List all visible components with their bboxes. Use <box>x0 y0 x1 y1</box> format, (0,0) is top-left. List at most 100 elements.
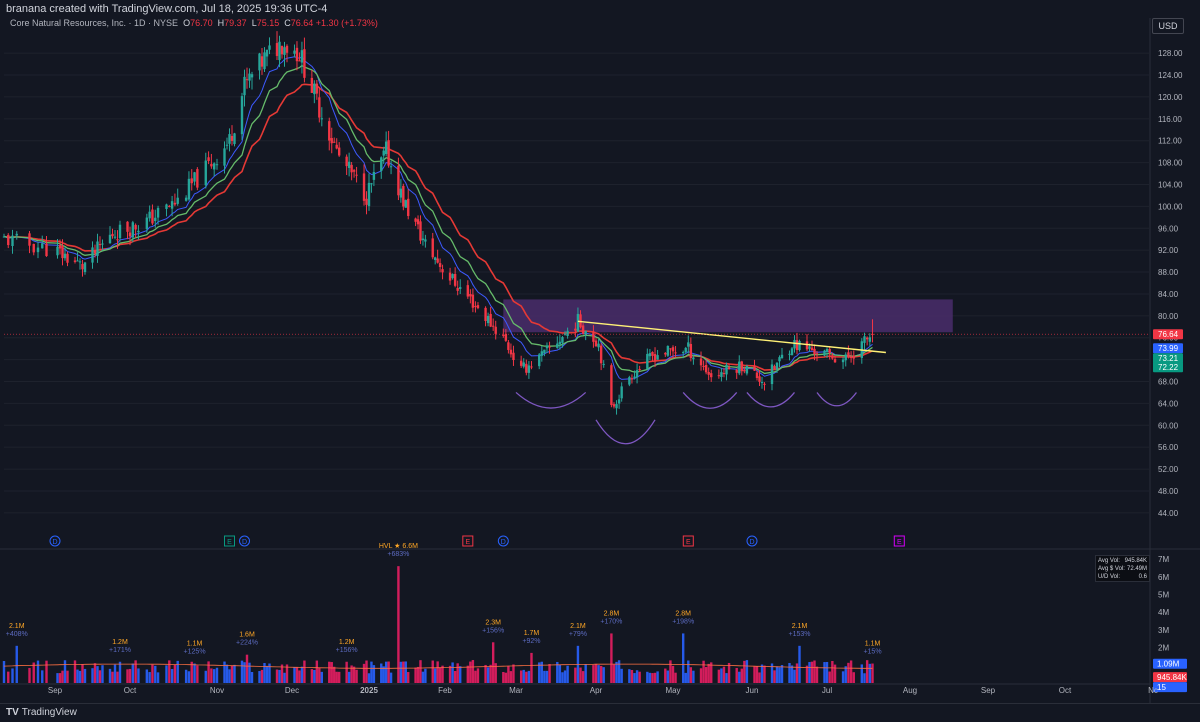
y-tick-label: 116.00 <box>1158 115 1182 124</box>
volume-bar <box>566 665 569 683</box>
volume-bar <box>352 666 356 683</box>
volume-bar <box>795 663 799 683</box>
volume-bar <box>333 666 336 683</box>
volume-bar <box>36 660 40 683</box>
y-tick-label: 48.00 <box>1158 487 1179 496</box>
candle-body <box>612 404 616 407</box>
candle-body <box>815 353 819 355</box>
volume-bar <box>148 672 151 683</box>
volume-bar <box>365 660 368 683</box>
volume-bar <box>210 668 213 683</box>
volume-bar <box>384 661 388 683</box>
currency-button[interactable]: USD <box>1152 18 1184 34</box>
candle-body <box>28 233 31 246</box>
candle-body <box>813 348 816 355</box>
x-tick-label: Mar <box>509 686 523 695</box>
volume-bar <box>558 664 562 683</box>
candle-body <box>664 353 667 355</box>
volume-bar <box>525 671 528 683</box>
candle-body <box>283 47 286 55</box>
volume-annotation-value: 1.1M <box>865 641 881 648</box>
candle-body <box>548 346 551 348</box>
candle-body <box>173 202 177 205</box>
event-marker-label: E <box>686 539 691 546</box>
candle-body <box>56 246 59 256</box>
volume-bar <box>96 666 99 683</box>
candle-body <box>230 135 234 141</box>
volume-annotation-pct: +171% <box>109 647 131 654</box>
candle-body <box>833 359 837 363</box>
candle-body <box>265 49 269 57</box>
candle-body <box>365 198 368 205</box>
candle-body <box>545 345 549 349</box>
volume-bar <box>758 672 761 683</box>
candle-body <box>128 232 132 237</box>
candle-body <box>594 340 598 347</box>
volume-bar <box>530 652 533 683</box>
volume-bar <box>298 670 301 683</box>
x-tick-label: Nov <box>210 686 224 695</box>
volume-bar <box>451 662 454 683</box>
volume-bar <box>841 671 845 683</box>
volume-bar <box>815 666 819 683</box>
volume-bar <box>280 664 284 683</box>
tradingview-brand[interactable]: TV TradingView <box>6 707 77 718</box>
volume-bar <box>421 671 425 683</box>
y-tick-label: 64.00 <box>1158 399 1179 408</box>
volume-stats-box: Avg Vol: 945.84K Avg $ Vol: 72.49M U/D Vol… <box>1095 555 1150 582</box>
volume-bar <box>692 670 695 683</box>
candle-body <box>193 172 196 182</box>
volume-bar <box>743 660 746 683</box>
candle-body <box>131 222 135 238</box>
candle-body <box>871 333 874 335</box>
volume-bar <box>283 672 286 683</box>
volume-bar <box>810 661 814 683</box>
volume-bar <box>402 661 405 683</box>
volume-bar <box>597 665 600 683</box>
candle-body <box>118 224 122 239</box>
volume-bar <box>258 671 261 683</box>
volume-bar <box>173 664 177 683</box>
volume-bar <box>722 666 726 683</box>
volume-bar <box>648 672 652 683</box>
volume-bar <box>285 664 289 683</box>
volume-bar <box>436 661 439 683</box>
volume-bar <box>476 668 480 683</box>
volume-bar <box>615 661 618 683</box>
candle-body <box>389 166 393 168</box>
volume-bar <box>599 665 603 683</box>
volume-bar <box>419 660 422 683</box>
y-tick-label: 128.00 <box>1158 49 1183 58</box>
volume-annotation-pct: +408% <box>6 631 28 638</box>
candle-body <box>681 352 685 354</box>
candle-body <box>727 367 731 370</box>
candle-body <box>367 182 371 207</box>
volume-bar <box>151 664 154 683</box>
y-tick-label: 120.00 <box>1158 93 1183 102</box>
base-arc <box>595 419 656 445</box>
candle-body <box>852 355 855 359</box>
volume-bar <box>538 662 541 683</box>
candle-body <box>453 273 457 286</box>
volume-bar <box>165 665 168 683</box>
candle-body <box>509 349 513 355</box>
candle-body <box>758 376 761 382</box>
candle-body <box>684 347 687 353</box>
volume-bar <box>489 664 492 683</box>
ema-blue-line <box>3 56 873 380</box>
dividend-marker <box>239 535 250 547</box>
volume-bar <box>61 670 64 683</box>
volume-bar <box>847 662 850 683</box>
low-value: 75.15 <box>256 18 280 28</box>
volume-bar <box>860 664 864 683</box>
volume-bar <box>486 667 490 683</box>
y-tick-label: 44.00 <box>1158 509 1179 518</box>
y-tick-label: 60.00 <box>1158 421 1179 430</box>
volume-bar <box>833 664 837 683</box>
candle-body <box>592 332 595 342</box>
volume-bar <box>592 665 595 683</box>
volume-bar <box>263 663 266 683</box>
candle-body <box>738 361 741 374</box>
earnings-marker <box>682 535 694 547</box>
